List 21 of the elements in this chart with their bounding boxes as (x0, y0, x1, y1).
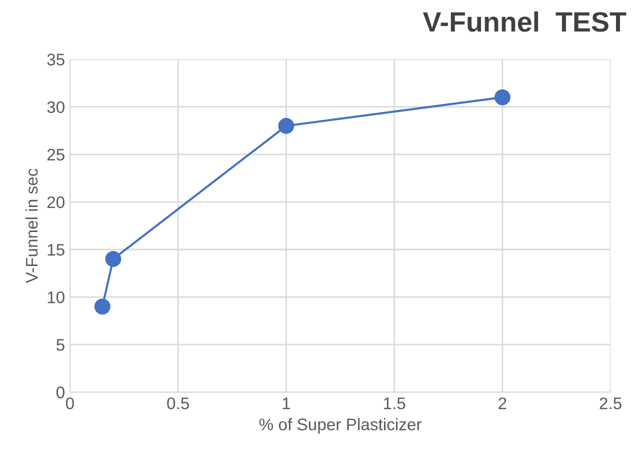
y-tick-label: 0 (56, 386, 64, 398)
y-tick-label: 30 (47, 101, 64, 114)
x-tick-label: 2 (498, 397, 506, 410)
point (278, 118, 294, 134)
point (94, 298, 110, 315)
x-tick-label: 0.5 (167, 397, 189, 410)
chart-title: V-Funnel TEST (422, 11, 626, 32)
x-tick-label: 1.5 (384, 398, 406, 410)
y-axis-title: V-Funnel in sec (25, 168, 38, 284)
y-tick-label: 5 (56, 339, 64, 351)
x-axis-title: % of Super Plasticizer (259, 418, 422, 434)
y-tick-label: 35 (47, 54, 64, 66)
y-tick-label: 25 (47, 148, 64, 161)
y-tick-label: 15 (48, 244, 64, 256)
point (105, 251, 122, 267)
y-tick-label: 20 (47, 196, 64, 208)
point (494, 89, 510, 106)
x-tick-label: 0 (66, 397, 74, 410)
x-tick-label: 1 (282, 398, 290, 410)
x-tick-label: 2.5 (600, 397, 622, 410)
y-tick-label: 10 (48, 291, 64, 304)
